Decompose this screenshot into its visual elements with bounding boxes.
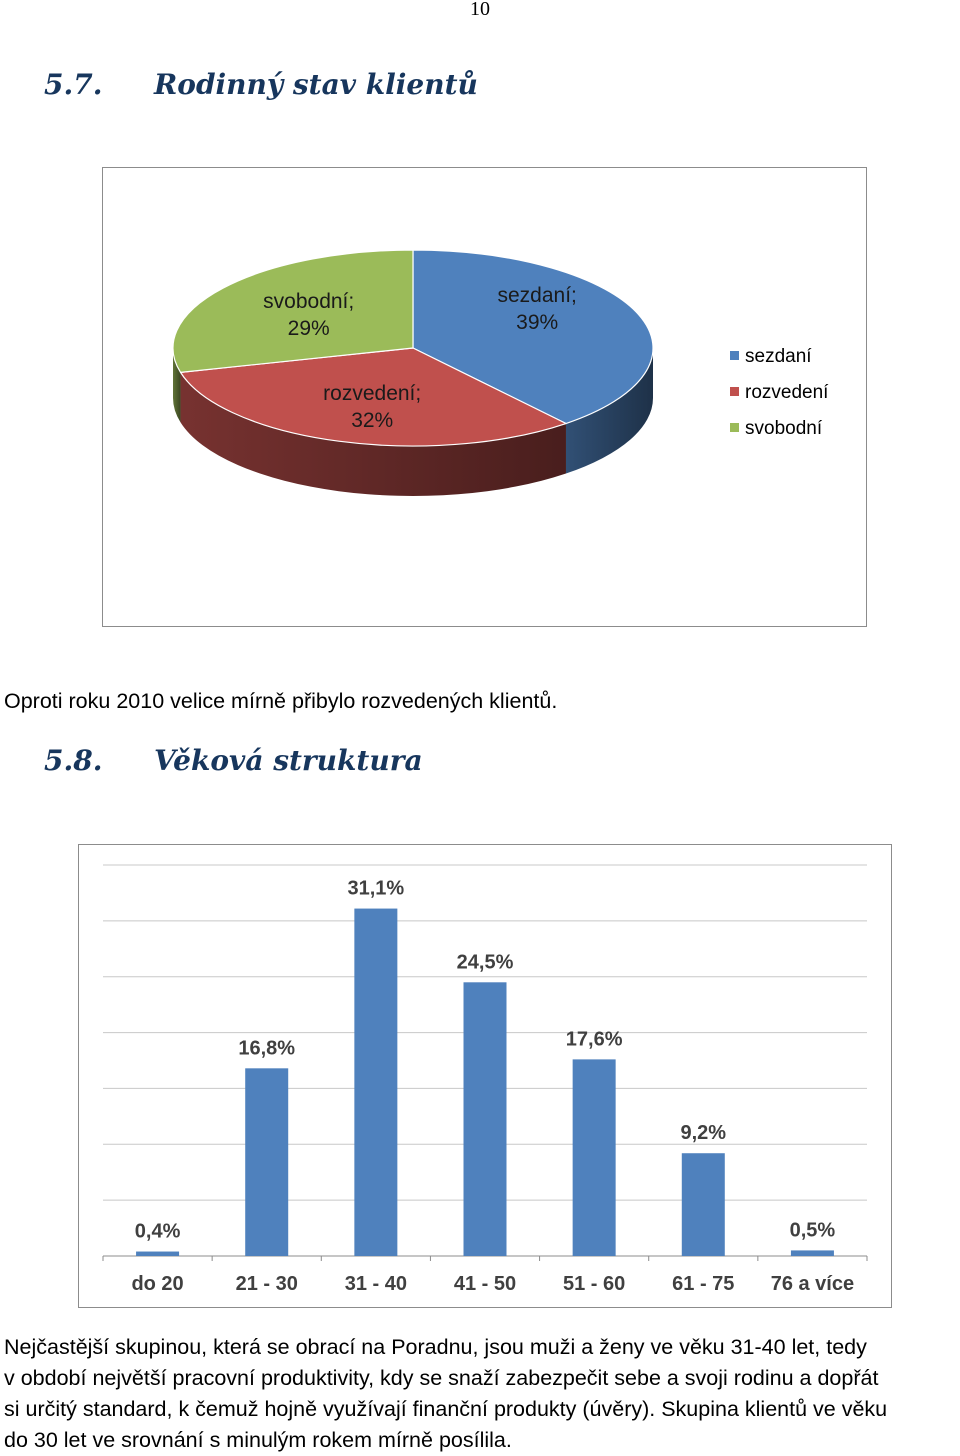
bar-do 20 bbox=[136, 1251, 180, 1256]
bar-51 - 60 bbox=[572, 1059, 616, 1256]
bar-data-label: 24,5% bbox=[457, 951, 514, 973]
pie-data-label: svobodní; 29% bbox=[263, 290, 354, 340]
marital-status-chart: sezdaní; 39% rozvedení; 32% svobodní; 29% sezd… bbox=[102, 167, 867, 627]
bar-61 - 75 bbox=[681, 1153, 725, 1256]
pie-slice-side-rozvedení bbox=[180, 372, 566, 496]
bar-data-label: 17,6% bbox=[566, 1028, 623, 1050]
x-tick-label: 31 - 40 bbox=[345, 1273, 407, 1295]
bar-data-label: 0,5% bbox=[790, 1219, 836, 1241]
bar-21 - 30 bbox=[245, 1068, 289, 1256]
section-title: Věková struktura bbox=[154, 744, 423, 777]
page-number: 10 bbox=[470, 0, 490, 20]
pie-data-label: rozvedení; 32% bbox=[323, 382, 421, 432]
legend-entry: rozvedení bbox=[745, 382, 829, 403]
legend-swatch bbox=[730, 423, 739, 432]
paragraph-age-analysis: Nejčastější skupinou, která se obrací na… bbox=[4, 1332, 887, 1456]
bar-data-label: 31,1% bbox=[347, 878, 404, 900]
pie-slice-rozvedení bbox=[179, 347, 567, 447]
pie-slice-svobodní bbox=[172, 249, 414, 373]
paragraph-line: si určitý standard, k čemuž hojně využív… bbox=[4, 1397, 888, 1421]
pie-slice-sezdaní bbox=[412, 249, 654, 425]
legend-entry: svobodní bbox=[745, 418, 823, 439]
x-tick-label: 76 a více bbox=[771, 1273, 854, 1295]
section-heading-marital-status: 5.7. Rodinný stav klientů bbox=[44, 68, 478, 101]
legend-swatch bbox=[730, 387, 739, 396]
bar-data-label: 9,2% bbox=[680, 1122, 726, 1144]
x-tick-label: 61 - 75 bbox=[672, 1273, 734, 1295]
x-tick-label: do 20 bbox=[131, 1273, 183, 1295]
bar-chart-canvas: 0,4% do 20 16,8% 21 - 30 31,1% 31 - 40 24,5% 41… bbox=[102, 864, 868, 1295]
paragraph-line: Oproti roku 2010 velice mírně přibylo ro… bbox=[4, 689, 558, 713]
pie-chart-canvas: sezdaní; 39% rozvedení; 32% svobodní; 29% sezd… bbox=[172, 249, 829, 496]
paragraph-line: do 30 let ve srovnání s minulým rokem mí… bbox=[4, 1428, 512, 1452]
x-tick-label: 51 - 60 bbox=[563, 1273, 625, 1295]
section-number: 5.7. bbox=[44, 68, 103, 101]
bar-76 a více bbox=[790, 1250, 834, 1256]
bar-31 - 40 bbox=[354, 908, 398, 1256]
paragraph-marital-note: Oproti roku 2010 velice mírně přibylo ro… bbox=[4, 686, 557, 717]
paragraph-line: v období největší pracovní produktivity,… bbox=[4, 1366, 879, 1390]
x-tick-label: 41 - 50 bbox=[454, 1273, 516, 1295]
bar-41 - 50 bbox=[463, 982, 507, 1256]
section-heading-age-structure: 5.8. Věková struktura bbox=[44, 744, 423, 777]
pie-data-label: sezdaní; 39% bbox=[498, 284, 577, 334]
section-title: Rodinný stav klientů bbox=[154, 68, 478, 101]
bar-data-label: 16,8% bbox=[238, 1037, 295, 1059]
pie-slice-side-sezdaní bbox=[565, 348, 653, 474]
paragraph-line: Nejčastější skupinou, která se obrací na… bbox=[4, 1335, 867, 1359]
age-structure-chart: 0,4% do 20 16,8% 21 - 30 31,1% 31 - 40 24,5% 41… bbox=[78, 844, 892, 1308]
pie-slice-side-svobodní bbox=[173, 348, 181, 423]
bar-data-label: 0,4% bbox=[135, 1221, 181, 1243]
section-number: 5.8. bbox=[44, 744, 103, 777]
legend-swatch bbox=[730, 351, 739, 360]
x-tick-label: 21 - 30 bbox=[236, 1273, 298, 1295]
legend-entry: sezdaní bbox=[745, 346, 812, 367]
